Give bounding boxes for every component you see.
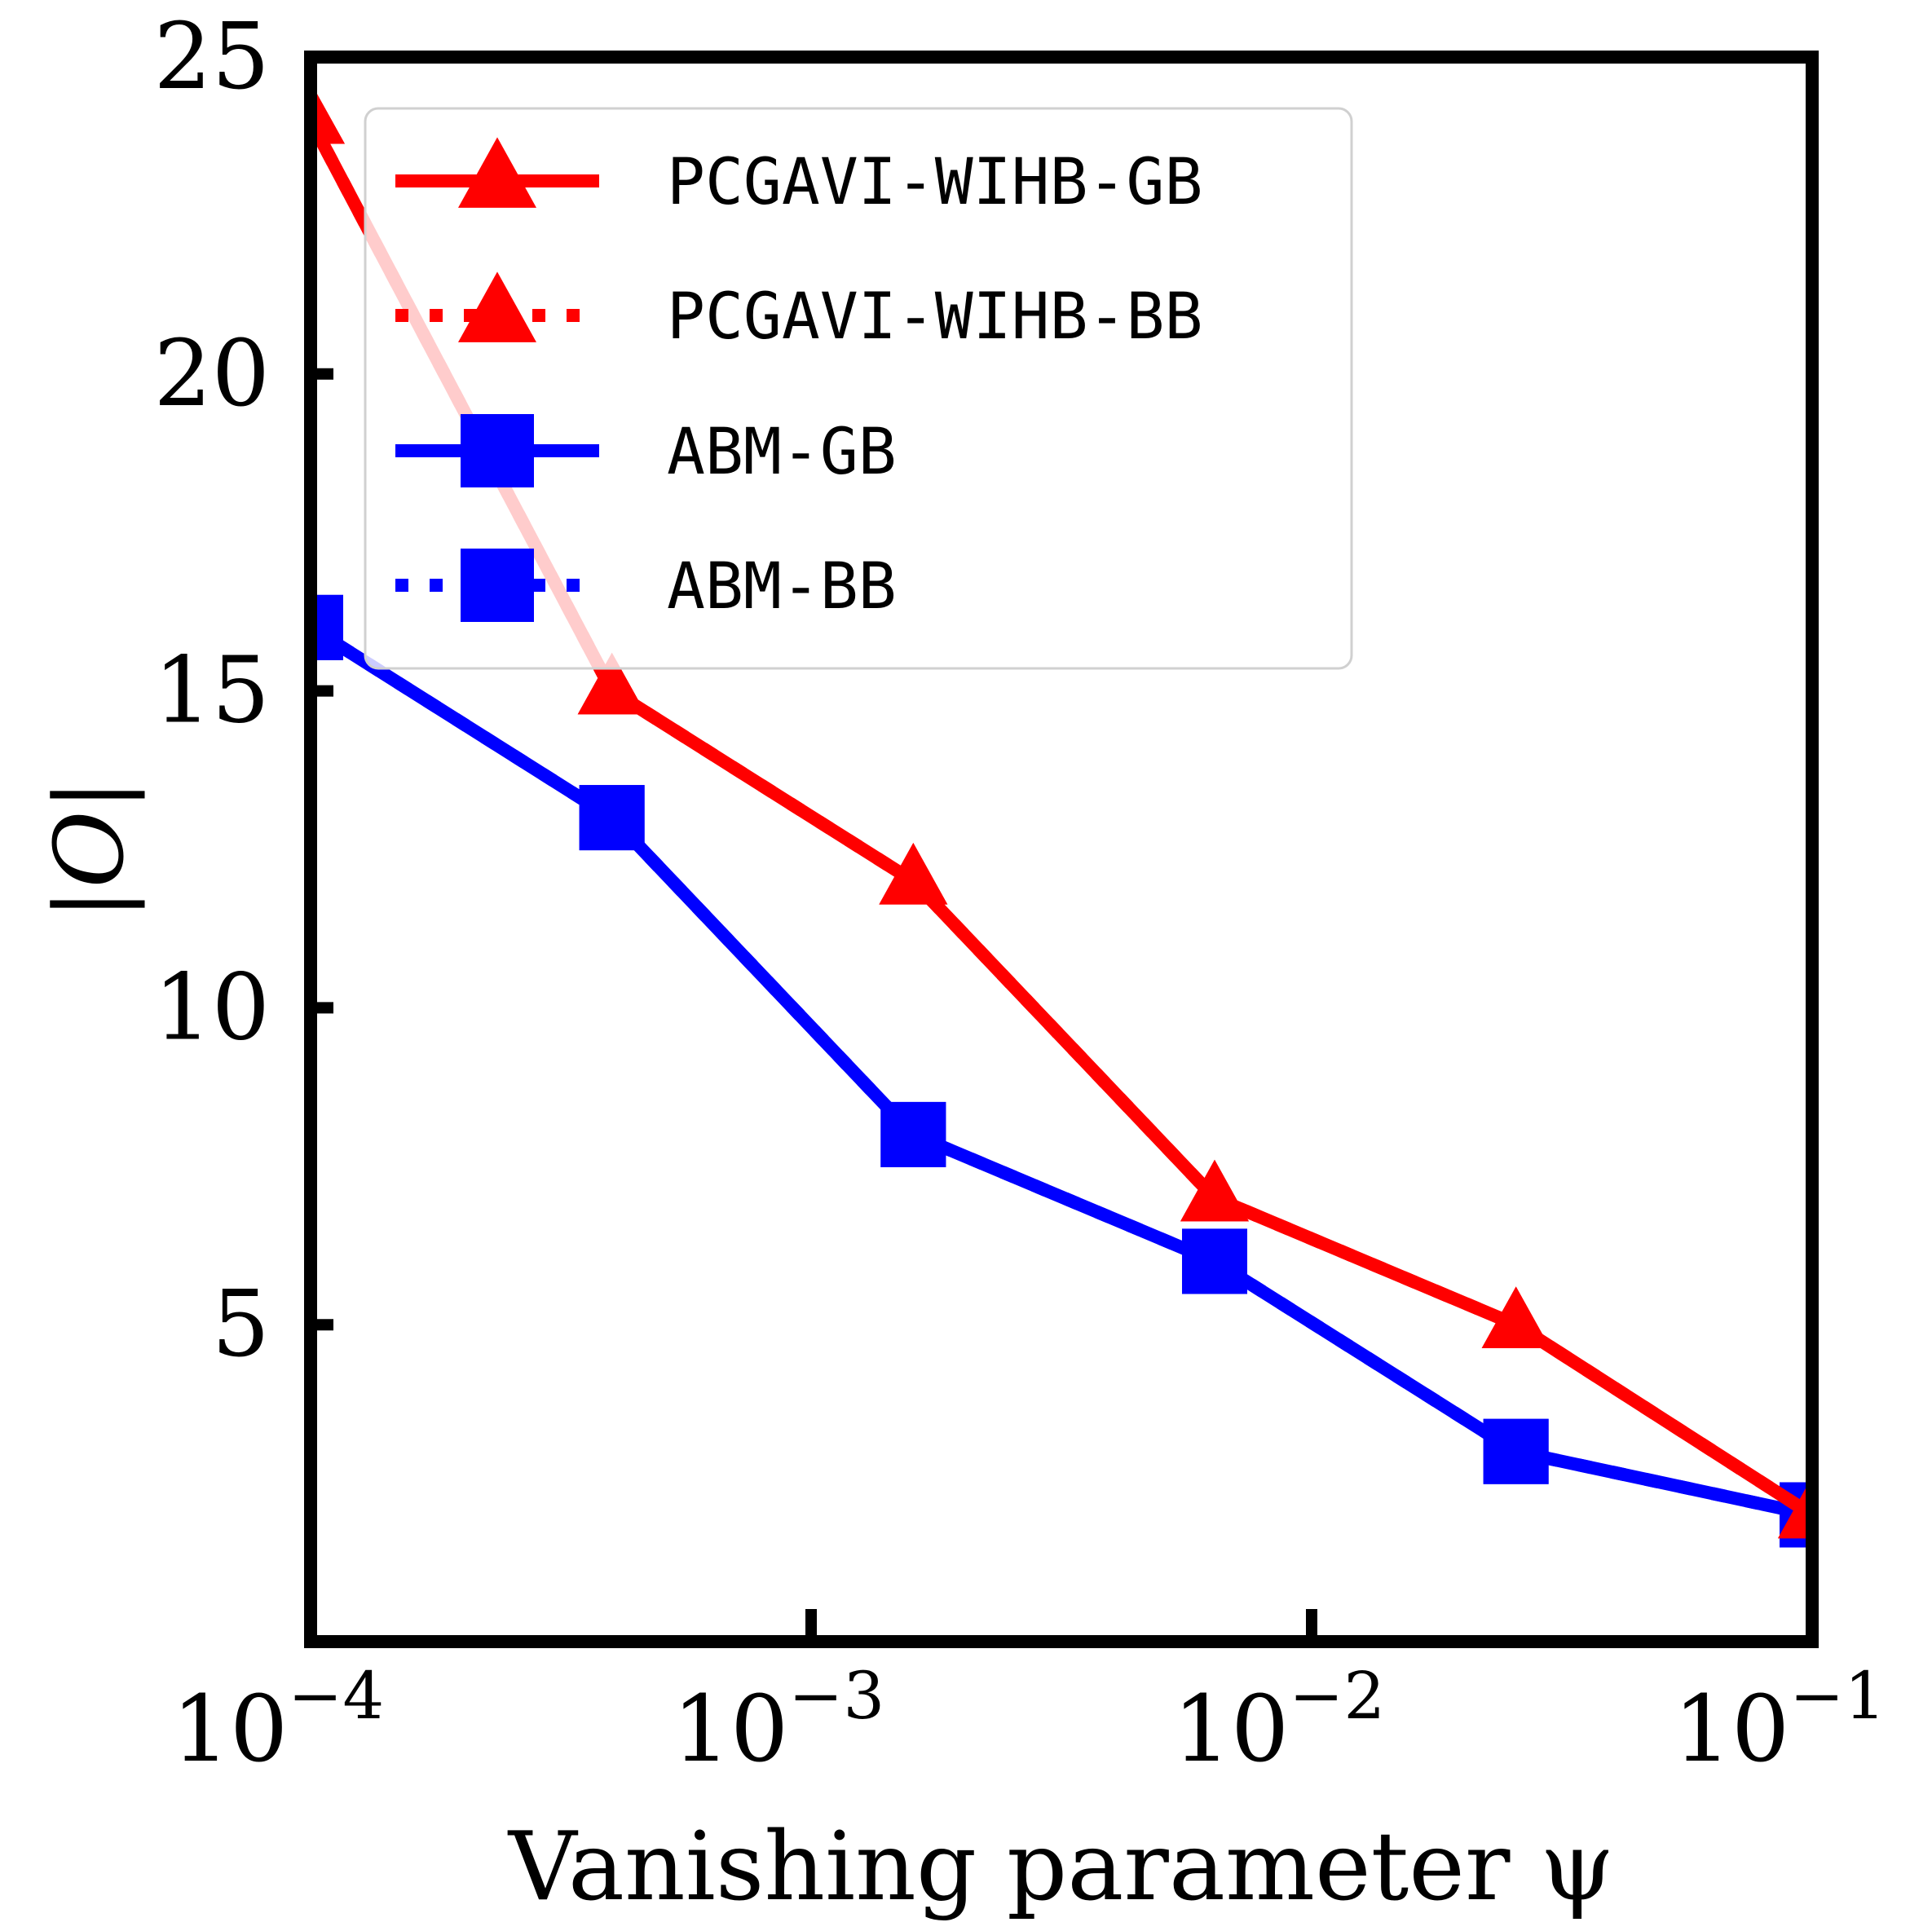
series-layer: [311, 82, 1812, 1548]
legend-label: PCGAVI-WIHB-GB: [667, 146, 1202, 219]
legend-label: ABM-GB: [667, 416, 897, 489]
square-marker: [1181, 1228, 1247, 1294]
square-marker: [1483, 1418, 1549, 1484]
plot-frame: [304, 51, 1819, 1648]
series-abm-bb: [311, 594, 1812, 1548]
ticks-layer: 5 10 15 20 25 10−4 10−3 10−2 10−1: [153, 4, 1886, 1783]
y-tick-label: 5: [212, 1272, 270, 1378]
y-tick-label: 15: [153, 638, 270, 744]
x-tick-label: 10−3: [673, 1658, 884, 1783]
y-tick-label: 20: [153, 321, 270, 427]
legend-item: PCGAVI-WIHB-GB: [395, 137, 1202, 219]
y-tick-label: 10: [153, 954, 270, 1060]
x-axis-label: Vanishing parameter ψ: [507, 1812, 1615, 1922]
square-marker: [579, 785, 645, 851]
y-tick-label: 25: [153, 4, 270, 110]
legend: PCGAVI-WIHB-GB PCGAVI-WIHB-BB ABM-GB ABM-BB: [364, 107, 1353, 670]
legend-label: PCGAVI-WIHB-BB: [667, 280, 1202, 354]
triangle-marker: [458, 137, 536, 208]
x-tick-label: 10−2: [1173, 1658, 1385, 1783]
triangle-marker: [1180, 1159, 1249, 1222]
square-marker: [880, 1101, 946, 1167]
series-abm-gb: [311, 594, 1812, 1548]
triangle-marker: [311, 82, 345, 144]
series-line: [311, 622, 1812, 1522]
legend-box: [364, 107, 1353, 670]
triangle-marker: [1481, 1286, 1550, 1348]
triangle-marker: [879, 843, 948, 905]
triangle-marker: [458, 271, 536, 342]
triangle-marker: [577, 652, 646, 715]
y-axis-label: |O|: [35, 778, 145, 919]
square-marker: [461, 549, 534, 622]
legend-label: ABM-BB: [667, 550, 897, 624]
series-line: [311, 622, 1812, 1522]
legend-item: ABM-BB: [395, 549, 897, 624]
legend-item: PCGAVI-WIHB-BB: [395, 271, 1202, 354]
x-tick-label: 10−1: [1674, 1658, 1886, 1783]
legend-item: ABM-GB: [395, 414, 897, 489]
square-marker: [461, 414, 534, 487]
x-tick-label: 10−4: [172, 1658, 384, 1783]
y-axis-label-text: |O|: [35, 778, 145, 919]
triangle-marker: [1778, 1476, 1812, 1539]
